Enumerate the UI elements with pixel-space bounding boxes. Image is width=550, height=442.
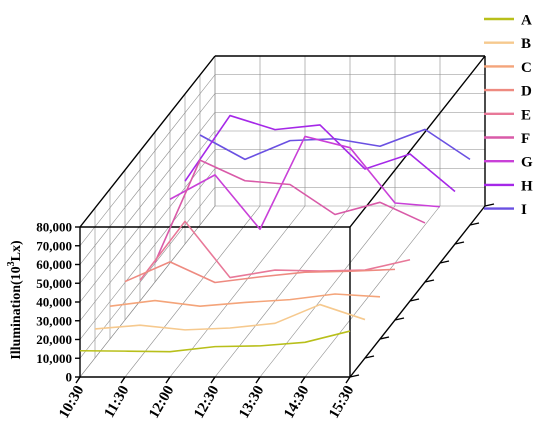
legend-label-b: B (521, 36, 531, 52)
x-tick-label: 14:30 (281, 383, 312, 421)
side-wall-level-gridline (79, 168, 216, 340)
side-wall-level-gridline (79, 74, 216, 246)
x-tick-label: 10:30 (56, 383, 87, 421)
y-tick-label: 70,000 (36, 238, 72, 253)
x-tick-label: 12:00 (146, 383, 177, 421)
side-wall-level-gridline (79, 187, 216, 359)
depth-axis-tick (409, 298, 420, 302)
x-tick-label: 13:30 (236, 383, 267, 421)
depth-axis-tick (439, 260, 450, 264)
legend-label-g: G (521, 155, 533, 171)
box-edge (79, 55, 216, 228)
floor-gridline (214, 205, 351, 378)
legend-label-c: C (521, 60, 532, 76)
x-tick-mark (75, 376, 81, 384)
depth-axis-tick (394, 317, 405, 321)
y-tick-label: 50,000 (36, 276, 72, 291)
depth-axis-tick (349, 374, 360, 378)
legend-label-d: D (521, 84, 532, 100)
legend-label-a: A (521, 13, 532, 29)
legend-label-f: F (521, 131, 530, 147)
series-line-e (139, 220, 411, 281)
legend-label-e: E (521, 107, 531, 123)
series-line-a (79, 330, 351, 353)
depth-axis-tick (424, 279, 435, 283)
x-tick-mark (120, 376, 126, 384)
y-tick-label: 30,000 (36, 313, 72, 328)
depth-axis-tick (379, 336, 390, 340)
series-line-g (169, 135, 441, 231)
x-tick-mark (210, 376, 216, 384)
side-wall-level-gridline (79, 149, 216, 321)
x-tick-label: 12:30 (191, 383, 222, 421)
side-wall-level-gridline (79, 112, 216, 284)
side-wall-level-gridline (79, 205, 216, 378)
x-tick-mark (345, 376, 351, 384)
depth-axis-tick (364, 355, 375, 359)
x-tick-label: 15:30 (326, 383, 357, 421)
floor-gridline (124, 205, 261, 378)
series-line-d (124, 261, 396, 284)
y-tick-labels: 0 10,000 20,000 30,000 40,000 50,000 60,000 70,… (36, 220, 80, 385)
series-layer (79, 114, 471, 353)
x-tick-mark (255, 376, 261, 384)
grid-layer (79, 55, 486, 378)
depth-axis-tick (454, 241, 465, 245)
legend-label-i: I (521, 202, 527, 218)
series-line-c (109, 293, 381, 307)
floor-gridline (304, 205, 441, 378)
y-tick-label: 60,000 (36, 257, 72, 272)
x-tick-mark (300, 376, 306, 384)
side-wall-level-gridline (79, 93, 216, 265)
x-tick-labels: 10:30 11:30 12:00 12:30 13:30 14:30 15:30 (56, 376, 357, 421)
series-line-f (154, 159, 426, 263)
box-edge (349, 205, 486, 378)
x-tick-label: 11:30 (102, 383, 133, 421)
series-line-h (184, 114, 456, 193)
floor-gridline (169, 205, 306, 378)
box-edge (349, 55, 486, 228)
y-axis-title: Illumination(103Lx) (6, 240, 24, 360)
y-tick-label: 40,000 (36, 295, 72, 310)
x-tick-mark (165, 376, 171, 384)
y-tick-label: 0 (66, 370, 73, 385)
side-wall-level-gridline (79, 130, 216, 303)
y-tick-label: 10,000 (36, 351, 72, 366)
depth-axis-tick (484, 203, 495, 207)
floor-gridline (259, 205, 396, 378)
series-line-b (94, 303, 366, 331)
legend-label-h: H (521, 178, 533, 194)
y-tick-label: 20,000 (36, 332, 72, 347)
depth-axis-tick (469, 222, 480, 226)
y-tick-label: 80,000 (36, 220, 72, 235)
